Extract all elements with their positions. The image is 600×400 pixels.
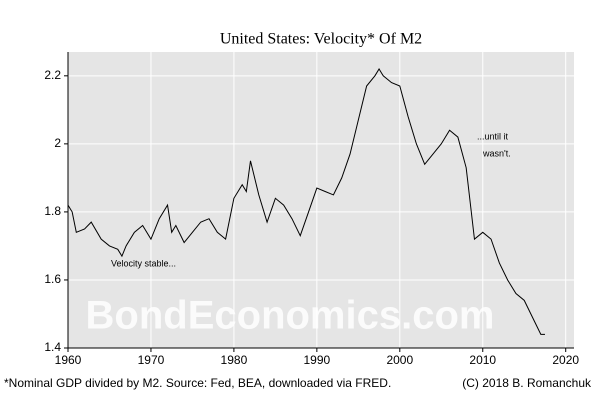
line-series — [67, 68, 545, 335]
y-tick-label: 2.2 — [44, 68, 61, 82]
footnote: *Nominal GDP divided by M2. Source: Fed,… — [4, 376, 391, 390]
chart-title: United States: Velocity* Of M2 — [220, 31, 422, 48]
x-tick-label: 2000 — [386, 353, 413, 367]
x-tick-label: 1990 — [304, 353, 331, 367]
x-tick-label: 2020 — [552, 353, 579, 367]
annotation: ...until it — [477, 131, 509, 141]
y-tick-label: 1.6 — [44, 272, 61, 286]
x-tick-label: 1960 — [55, 353, 82, 367]
plot-area — [68, 52, 574, 348]
watermark: BondEconomics.com — [86, 294, 495, 338]
y-tick-label: 2 — [54, 136, 61, 150]
annotation: wasn't. — [482, 148, 511, 158]
x-tick-label: 2010 — [469, 353, 496, 367]
y-tick-label: 1.4 — [44, 340, 61, 354]
x-tick-label: 1970 — [138, 353, 165, 367]
annotation: Velocity stable... — [111, 258, 176, 268]
x-tick-label: 1980 — [221, 353, 248, 367]
credit: (C) 2018 B. Romanchuk — [462, 376, 592, 390]
y-tick-label: 1.8 — [44, 204, 61, 218]
